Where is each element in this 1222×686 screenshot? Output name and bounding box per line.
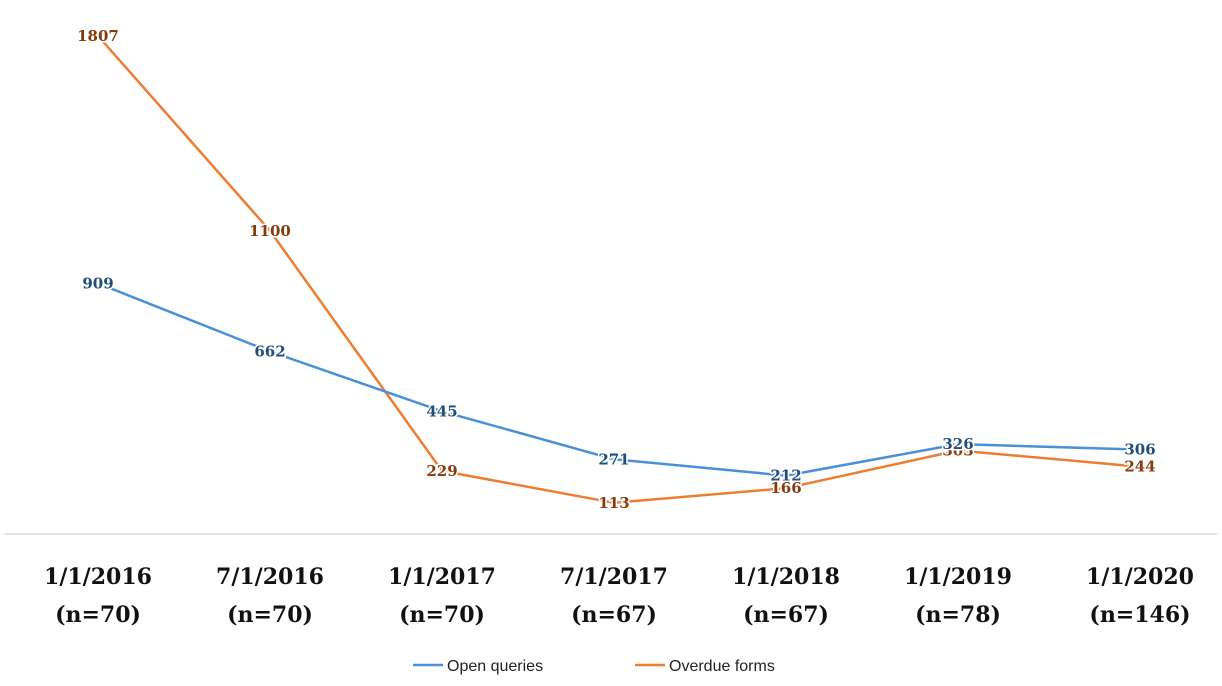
series-layer xyxy=(97,35,1141,505)
data-label-open-queries: 326 xyxy=(942,435,973,453)
data-label-overdue-forms: 166 xyxy=(770,479,801,497)
series-line-overdue-forms xyxy=(97,35,1141,505)
x-tick-labels: 1/1/2016 (n=70) 7/1/2016 (n=70) 1/1/2017 (n=7… xyxy=(44,564,1194,628)
legend-label-overdue-forms: Overdue forms xyxy=(669,658,775,675)
data-label-open-queries: 445 xyxy=(426,402,457,420)
data-label-overdue-forms: 303 xyxy=(942,441,973,459)
data-label-overdue-forms: 229 xyxy=(426,462,457,480)
x-tick-sample-size: (n=70) xyxy=(227,602,313,628)
data-label-open-queries: 662 xyxy=(254,343,285,361)
x-tick-label: 1/1/2017 xyxy=(388,564,496,590)
data-label-overdue-forms: 1807 xyxy=(77,27,119,45)
legend-item-overdue-forms: Overdue forms xyxy=(635,658,775,675)
x-tick-label: 7/1/2016 xyxy=(216,564,324,590)
x-tick-label: 1/1/2016 xyxy=(44,564,152,590)
legend-label-open-queries: Open queries xyxy=(447,658,543,675)
data-label-open-queries: 909 xyxy=(82,274,113,292)
x-tick-label: 7/1/2017 xyxy=(560,564,668,590)
series-line-open-queries xyxy=(97,282,1141,477)
x-tick-label: 1/1/2018 xyxy=(732,564,840,590)
data-labels-layer: 1807 1100 229 113 166 303 244 909 662 445 271 212 32… xyxy=(76,25,1158,513)
x-tick-label: 1/1/2019 xyxy=(904,564,1012,590)
x-tick-sample-size: (n=70) xyxy=(399,602,485,628)
x-tick-sample-size: (n=146) xyxy=(1089,602,1190,628)
data-label-open-queries: 271 xyxy=(598,450,629,468)
x-tick-sample-size: (n=78) xyxy=(915,602,1001,628)
legend: Open queries Overdue forms xyxy=(413,658,775,675)
x-tick-label: 1/1/2020 xyxy=(1086,564,1194,590)
data-label-overdue-forms: 244 xyxy=(1124,458,1155,476)
x-tick-sample-size: (n=67) xyxy=(571,602,657,628)
data-label-open-queries: 212 xyxy=(770,467,801,485)
x-tick-sample-size: (n=70) xyxy=(55,602,141,628)
data-label-open-queries: 306 xyxy=(1124,441,1155,459)
data-label-overdue-forms: 113 xyxy=(598,494,629,512)
legend-item-open-queries: Open queries xyxy=(413,658,543,675)
data-label-overdue-forms: 1100 xyxy=(249,222,291,240)
x-tick-sample-size: (n=67) xyxy=(743,602,829,628)
